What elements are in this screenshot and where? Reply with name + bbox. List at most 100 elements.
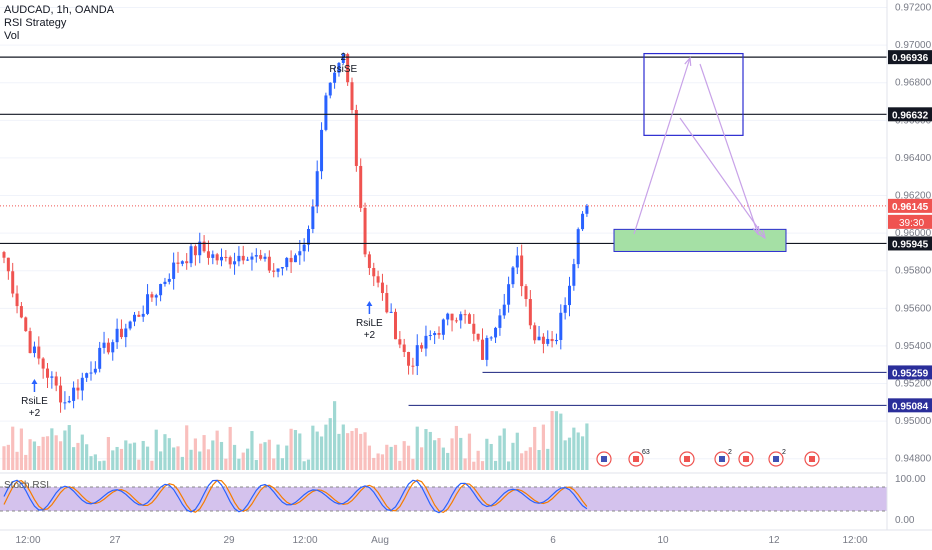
volume-bar [132,442,137,470]
time-tick-label: 12:00 [842,535,867,546]
volume-bar [215,430,219,470]
volume-bar [145,446,150,470]
price-tick-label: 0.95400 [895,341,932,352]
volume-bar [119,448,124,470]
symbol-title[interactable]: AUDCAD, 1h, OANDA [4,4,115,16]
volume-bar [507,461,511,470]
volume-bar [106,437,110,470]
volume-bar [259,443,263,470]
candle-body [420,345,424,349]
candle-body [363,207,367,255]
volume-bar [224,458,228,470]
volume-bar [346,433,350,470]
volume-bar [485,438,489,470]
time-axis[interactable]: 12:00 27 29 12:00 Aug 6 10 12 12:00 [0,529,932,546]
volume-bar [367,445,371,470]
candle-body [454,320,458,322]
volume-bar [441,447,445,470]
volume-bar [450,438,454,470]
volume-bar [11,426,15,470]
volume-bar [232,444,237,470]
candle-body [476,333,480,340]
volume-label[interactable]: Vol [4,30,20,42]
candle-body [424,335,428,349]
volume-bar [389,446,393,470]
candle-body [372,268,376,277]
candle-body [311,206,315,230]
volume-bar [293,430,298,470]
volume-bar [102,460,106,470]
candle-body [472,323,476,334]
candle-body [380,282,384,294]
volume-bar [6,444,10,470]
candle-body [98,347,102,369]
candle-body [6,257,10,272]
volume-bar [246,448,250,470]
candle-body [80,377,84,391]
candle-body [172,262,176,279]
candle-body [28,331,32,354]
price-tick-label: 0.95800 [895,266,932,277]
volume-bar [554,411,559,470]
volume-bar [211,440,215,470]
candle-body [337,62,341,73]
stoch-tick-label: 0.00 [895,515,915,526]
flag-icon [719,456,725,462]
volume-bar [202,435,206,470]
price-tick-label: 0.96000 [895,228,932,239]
price-tick-label: 0.94800 [895,454,932,465]
volume-bar [32,441,37,470]
demand-zone-box [613,228,787,252]
volume-bar [324,424,328,470]
candle-body [67,400,71,403]
candle-body [189,246,193,264]
candle-body [485,337,489,360]
event-count-badge: 63 [642,449,650,456]
price-label: 0.95084 [892,401,929,412]
volume-bar [302,461,306,470]
candle-body [137,314,141,317]
event-icons[interactable]: 63 2 2 [596,449,820,467]
signal-qty: +2 [364,330,376,341]
volume-bar [546,448,550,470]
volume-bar [115,446,119,470]
signal-qty: +2 [29,408,41,419]
projection-arrow [679,117,766,239]
volume-bar [319,436,324,470]
candle-body [489,337,493,339]
price-label: 0.95945 [892,239,929,250]
price-label-box [888,107,932,122]
candle-body [293,255,297,263]
price-axis[interactable]: 0.972000.970000.968000.966000.964000.962… [886,0,932,530]
candle-body [437,333,441,335]
volume-bar [463,458,467,470]
volume-bar [45,436,50,470]
candle-body [37,346,41,359]
stoch-rsi-label[interactable]: Stoch RSI [4,480,50,491]
time-tick-label: 10 [657,535,669,546]
volume-bar [437,438,441,470]
candle-body [24,317,28,332]
volume-bar [85,444,89,470]
candle-body [354,109,358,166]
volume-bar [37,445,41,470]
candle-body [76,387,80,391]
candle-body [63,402,67,404]
volume-bar [15,451,19,470]
volume-bar [489,443,493,470]
volume-bar [520,453,524,470]
candle-body [524,286,528,300]
strategy-label[interactable]: RSI Strategy [4,17,67,29]
volume-bar [137,459,141,470]
volume-bar [272,458,276,470]
candle-body [167,278,171,282]
candle-body [19,306,23,318]
candle-body [263,256,267,259]
candle-body [272,270,276,272]
drawings[interactable] [0,52,887,406]
volume-bar [420,447,424,470]
event-count-badge: 2 [782,449,786,456]
volume-bar [528,447,532,470]
volume-bar [363,432,367,470]
